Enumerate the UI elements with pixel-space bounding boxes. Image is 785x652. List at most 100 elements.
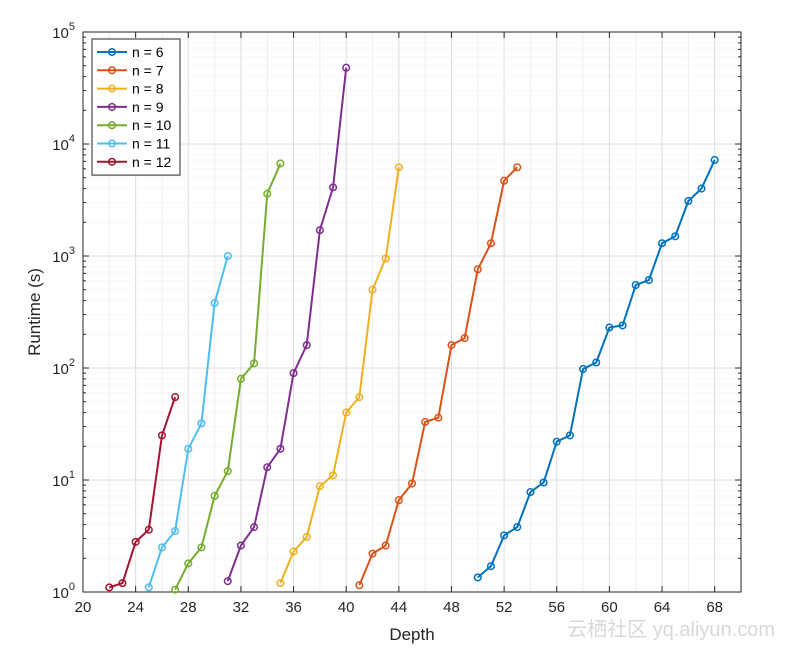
data-point xyxy=(171,393,180,402)
data-point xyxy=(644,275,653,285)
data-point xyxy=(302,341,311,350)
data-point xyxy=(118,579,127,588)
series-n6 xyxy=(473,155,719,582)
y-tick-label: 103 xyxy=(52,245,75,266)
data-point xyxy=(368,549,377,558)
legend-label: n = 7 xyxy=(132,62,164,78)
x-tick-label: 40 xyxy=(338,599,355,616)
data-point xyxy=(223,577,232,586)
data-point xyxy=(105,583,114,592)
x-tick-label: 52 xyxy=(496,599,513,616)
series-line xyxy=(358,166,518,586)
legend-marker xyxy=(107,157,117,166)
x-tick-label: 56 xyxy=(548,599,565,616)
data-point xyxy=(618,321,627,330)
data-point xyxy=(157,431,167,440)
legend-marker xyxy=(107,84,117,93)
data-point xyxy=(460,334,469,343)
data-point xyxy=(315,226,324,235)
watermark: 云栖社区 yq.aliyun.com xyxy=(567,618,775,641)
legend-label: n = 6 xyxy=(132,44,164,60)
legend-marker xyxy=(107,139,117,148)
data-point xyxy=(486,239,496,248)
x-tick-label: 48 xyxy=(443,599,460,616)
data-point xyxy=(289,369,298,378)
data-point xyxy=(368,285,377,294)
data-point xyxy=(526,488,535,497)
data-point xyxy=(328,471,338,480)
data-point xyxy=(250,523,259,532)
legend-marker xyxy=(107,121,117,130)
data-point xyxy=(684,196,693,206)
data-point xyxy=(671,232,680,241)
series-n8 xyxy=(276,163,403,588)
data-point xyxy=(197,419,206,428)
data-point xyxy=(539,478,548,487)
data-point xyxy=(579,364,588,374)
x-tick-label: 44 xyxy=(390,599,407,616)
legend-label: n = 11 xyxy=(132,136,170,152)
series-line xyxy=(109,396,177,589)
data-point xyxy=(263,463,272,472)
series-n11 xyxy=(144,251,232,592)
data-point xyxy=(210,299,219,308)
x-axis-label: Depth xyxy=(389,625,434,644)
data-point xyxy=(289,547,298,556)
data-point xyxy=(605,323,614,332)
y-tick-label: 100 xyxy=(52,581,75,602)
data-point xyxy=(197,543,206,552)
series-line xyxy=(279,167,400,584)
data-point xyxy=(421,417,430,426)
data-point xyxy=(328,183,338,192)
y-tick-label: 101 xyxy=(52,469,75,490)
data-point xyxy=(473,265,482,274)
series-group xyxy=(105,63,719,594)
data-point xyxy=(210,491,219,501)
data-point xyxy=(131,537,140,546)
x-tick-label: 28 xyxy=(180,599,197,616)
y-axis-label: Runtime (s) xyxy=(25,268,44,356)
data-point xyxy=(500,531,509,540)
x-tick-label: 64 xyxy=(654,599,671,616)
data-point xyxy=(342,63,351,72)
data-point xyxy=(381,254,390,263)
data-point xyxy=(184,559,193,568)
data-point xyxy=(184,444,193,453)
data-point xyxy=(342,408,351,417)
data-point xyxy=(473,573,482,582)
data-point xyxy=(631,281,640,290)
data-point xyxy=(223,251,232,261)
legend-marker xyxy=(107,102,117,111)
data-point xyxy=(697,184,706,193)
data-point xyxy=(513,163,522,172)
series-line xyxy=(477,159,716,579)
data-point xyxy=(552,437,561,446)
x-tick-label: 24 xyxy=(127,599,144,616)
legend-label: n = 10 xyxy=(132,117,172,133)
legend-label: n = 8 xyxy=(132,81,164,97)
series-n12 xyxy=(105,393,180,592)
data-point xyxy=(171,585,180,594)
data-point xyxy=(565,431,574,440)
series-line xyxy=(147,255,229,588)
x-tick-label: 60 xyxy=(601,599,618,616)
data-point xyxy=(171,527,180,536)
series-line xyxy=(226,67,348,582)
data-point xyxy=(276,159,285,168)
series-n7 xyxy=(355,163,522,590)
x-tick-label: 20 xyxy=(75,599,92,616)
data-point xyxy=(144,525,153,534)
data-point xyxy=(355,581,364,590)
data-point xyxy=(223,467,232,476)
legend-label: n = 9 xyxy=(132,99,164,115)
y-tick-label: 105 xyxy=(52,21,75,42)
axes: 20 24 28 32 36 40 44 48 52 56 60 64 68 100 101 102 103 10… xyxy=(52,21,741,616)
x-tick-label: 32 xyxy=(233,599,250,616)
legend-marker xyxy=(107,66,117,75)
data-point xyxy=(157,543,167,552)
data-point xyxy=(144,583,153,592)
legend: n = 6 n = 7 n = 8 n = 9 n = 10 n = 11 n = 12 xyxy=(91,38,181,176)
series-n10 xyxy=(171,159,285,594)
data-point xyxy=(447,341,456,350)
